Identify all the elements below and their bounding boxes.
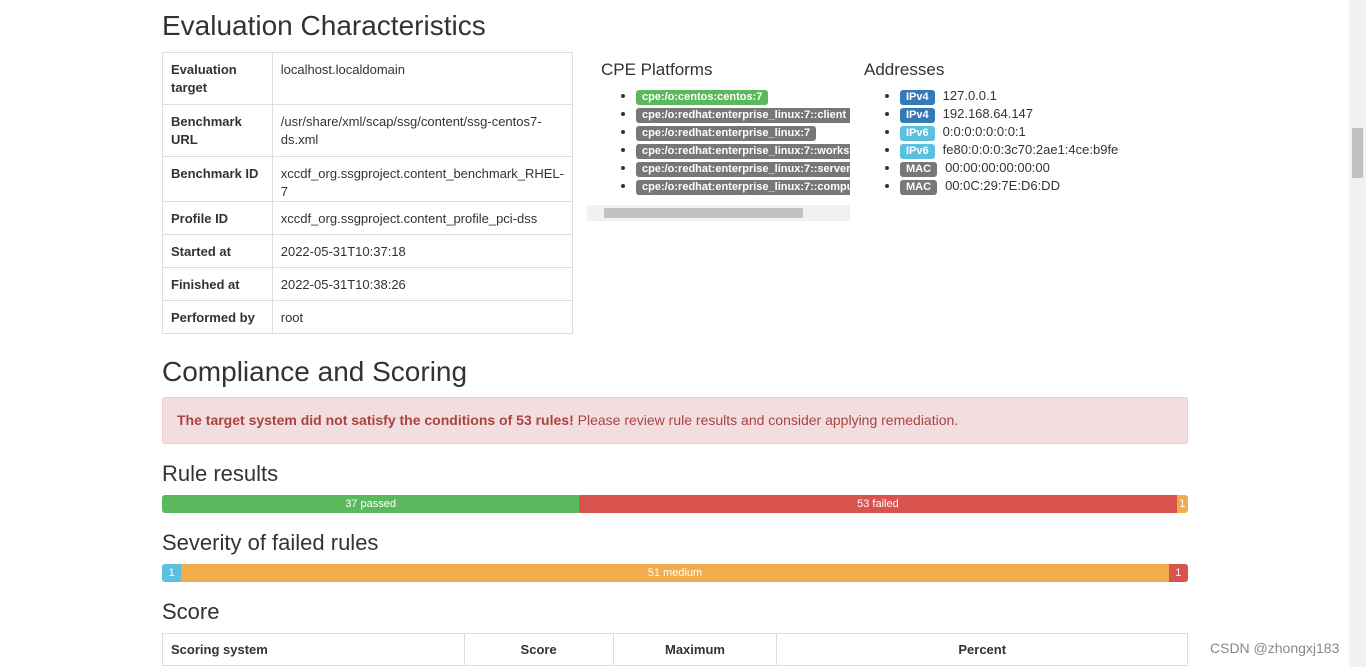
heading: Evaluation Characteristics [162,10,486,41]
address-list: IPv4 127.0.0.1 IPv4 192.168.64.147 IPv6 0:0:0… [851,87,1118,195]
segment-label: 1 [1175,567,1182,579]
cell-label: Performed by [162,300,273,334]
header-cell: Scoring system [162,633,465,666]
segment-label: 37 passed [345,498,396,510]
cell-value: localhost.localdomain [271,52,574,105]
cell-label: Benchmark ID [162,156,273,202]
bar-segment: 1 [1168,564,1188,582]
badge: cpe:/o:redhat:enterprise_linux:7::client [636,108,850,123]
cell-value: /usr/share/xml/scap/ssg/content/ssg-cent… [271,104,574,157]
address: 192.168.64.147 [942,106,1034,121]
cpe-item: cpe:/o:redhat:enterprise_linux:7::comput… [636,177,850,195]
scroll-thumb[interactable] [604,208,803,218]
score-table: Scoring system Score Maximum Percent [162,633,1188,666]
cpe-list: cpe:/o:centos:centos:7 cpe:/o:redhat:ente… [587,87,850,195]
cell-label: Evaluation target [162,52,273,105]
alert-text: Please review rule results and consider … [577,412,959,428]
heading: Severity of failed rules [162,530,379,555]
row: Benchmark ID xccdf_org.ssgproject.content… [162,156,574,202]
row: Performed by root [162,300,574,334]
bar-segment: 1 [1176,495,1188,513]
scroll-thumb[interactable] [1352,128,1363,178]
badge: IPv6 [900,144,935,159]
badge: cpe:/o:centos:centos:7 [636,90,769,105]
evaluation-table: Evaluation target localhost.localdomain Be… [162,52,574,334]
badge: cpe:/o:redhat:enterprise_linux:7::workst… [636,144,850,159]
badge: IPv6 [900,126,935,141]
segment-label: 53 failed [857,498,899,510]
badge: cpe:/o:redhat:enterprise_linux:7::comput… [636,180,850,195]
heading: Score [162,599,220,624]
row: Finished at 2022-05-31T10:38:26 [162,267,574,301]
cell-label: Benchmark URL [162,104,273,157]
cell-value: xccdf_org.ssgproject.content_benchmark_R… [271,156,574,202]
cell-label: Profile ID [162,201,273,235]
segment-label: 51 medium [647,567,703,579]
alert: The target system did not satisfy the co… [162,397,1188,444]
address: 00:0C:29:7E:D6:DD [945,178,1060,193]
row: Started at 2022-05-31T10:37:18 [162,234,574,268]
segment-label: 1 [1179,498,1186,510]
badge: IPv4 [900,108,935,123]
address-item: IPv4 192.168.64.147 [900,105,1118,123]
header-cell: Score [463,633,614,666]
bar-segment: 1 [162,564,182,582]
page-scrollbar[interactable] [1349,0,1366,667]
progress-bar: 37 passed 53 failed 1 [162,495,1188,513]
cpe-box: cpe:/o:centos:centos:7 cpe:/o:redhat:ente… [587,87,850,199]
cpe-item: cpe:/o:redhat:enterprise_linux:7::workst… [636,141,850,159]
scrollbar[interactable] [587,205,850,221]
heading: CPE Platforms [601,60,713,79]
row: Profile ID xccdf_org.ssgproject.content_p… [162,201,574,235]
header-cell: Percent [776,633,1188,666]
heading: Addresses [864,60,945,79]
alert-bold: The target system did not satisfy the co… [177,412,574,428]
address: fe80:0:0:0:3c70:2ae1:4ce:b9fe [942,142,1119,157]
cpe-item: cpe:/o:redhat:enterprise_linux:7::client [636,105,850,123]
address: 00:00:00:00:00:00 [945,160,1050,175]
address-item: IPv6 fe80:0:0:0:3c70:2ae1:4ce:b9fe [900,141,1118,159]
cpe-item: cpe:/o:centos:centos:7 [636,87,850,105]
address-item: IPv6 0:0:0:0:0:0:0:1 [900,123,1118,141]
address: 127.0.0.1 [942,88,997,103]
cell-value: xccdf_org.ssgproject.content_profile_pci… [271,201,574,235]
address: 0:0:0:0:0:0:0:1 [942,124,1026,139]
progress-bar: 1 51 medium 1 [162,564,1188,582]
bar-segment: 37 passed [162,495,580,513]
cpe-item: cpe:/o:redhat:enterprise_linux:7 [636,123,850,141]
badge: MAC [900,162,938,177]
address-item: MAC 00:00:00:00:00:00 [900,159,1118,177]
cell-value: 2022-05-31T10:37:18 [271,234,574,268]
header-row: Scoring system Score Maximum Percent [162,633,1188,666]
address-item: IPv4 127.0.0.1 [900,87,1118,105]
bar-segment: 51 medium [181,564,1169,582]
row: Evaluation target localhost.localdomain [162,52,574,105]
bar-segment: 53 failed [579,495,1177,513]
cell-value: 2022-05-31T10:38:26 [271,267,574,301]
badge: cpe:/o:redhat:enterprise_linux:7::server [636,162,850,177]
heading: Rule results [162,461,279,486]
heading: Compliance and Scoring [162,356,468,387]
cell-value: root [271,300,574,334]
cell-label: Started at [162,234,273,268]
cell-label: Finished at [162,267,273,301]
badge: cpe:/o:redhat:enterprise_linux:7 [636,126,817,141]
row: Benchmark URL/usr/share/xml/scap/ssg/con… [162,104,574,157]
header-cell: Maximum [612,633,778,666]
badge: MAC [900,180,938,195]
watermark: CSDN @zhongxj183 [1210,640,1340,656]
segment-label: 1 [168,567,175,579]
badge: IPv4 [900,90,935,105]
address-item: MAC 00:0C:29:7E:D6:DD [900,177,1118,195]
cpe-item: cpe:/o:redhat:enterprise_linux:7::server [636,159,850,177]
